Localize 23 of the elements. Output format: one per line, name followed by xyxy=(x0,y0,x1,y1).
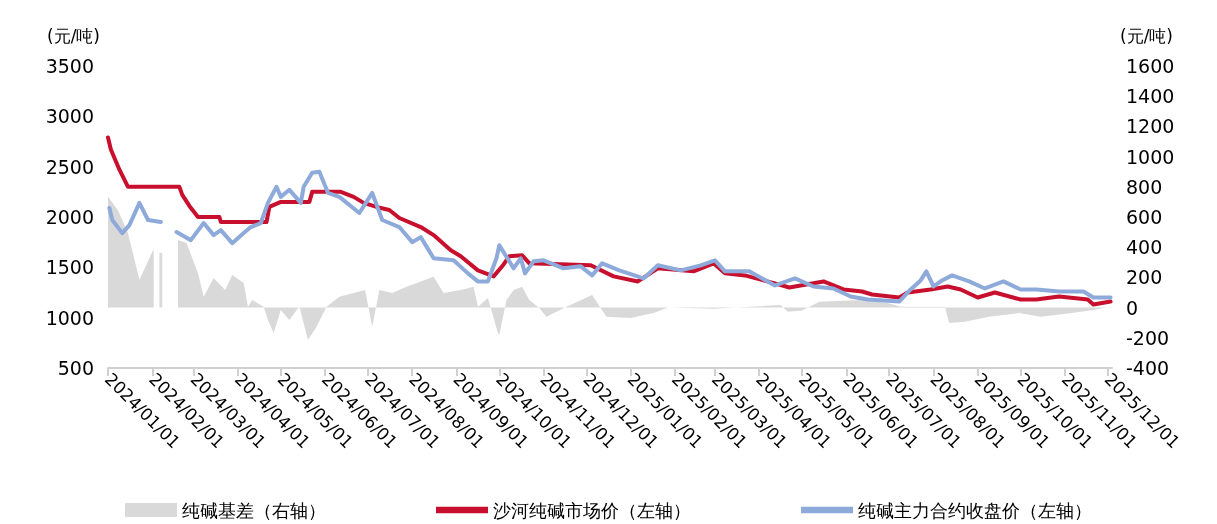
y2-tick-label: 1400 xyxy=(1126,85,1175,108)
y2-tick-label: 1200 xyxy=(1126,115,1175,138)
y2-axis-title: (元/吨) xyxy=(1120,25,1173,46)
y-tick-label: 3500 xyxy=(45,55,94,77)
y2-tick-label: 600 xyxy=(1126,206,1163,228)
legend-label: 纯碱主力合约收盘价（左轴） xyxy=(858,499,1092,521)
y2-tick-label: 0 xyxy=(1126,296,1139,319)
y-tick-label: 500 xyxy=(57,357,94,379)
y2-tick-label: 200 xyxy=(1126,266,1163,289)
y2-tick-label: 400 xyxy=(1126,236,1163,259)
y-tick-label: 1500 xyxy=(45,256,94,279)
y-tick-label: 2000 xyxy=(45,206,94,228)
y2-tick-label: 800 xyxy=(1126,175,1163,198)
y-tick-label: 1000 xyxy=(45,306,94,329)
y-axis-title: (元/吨) xyxy=(47,25,100,46)
legend-label: 沙河纯碱市场价（左轴） xyxy=(493,499,691,521)
y2-tick-label: 1000 xyxy=(1126,145,1175,168)
y2-tick-label: -400 xyxy=(1126,357,1170,379)
y2-tick-label: -200 xyxy=(1126,326,1170,349)
y-tick-label: 2500 xyxy=(45,155,94,178)
y2-tick-label: 1600 xyxy=(1126,55,1175,77)
y-tick-label: 3000 xyxy=(45,105,94,128)
legend-label: 纯碱基差（右轴） xyxy=(182,499,326,521)
